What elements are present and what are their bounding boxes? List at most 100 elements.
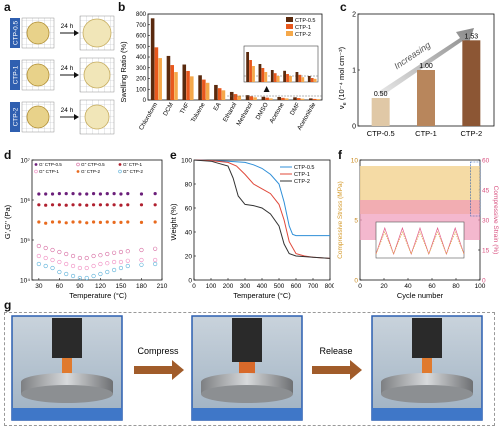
chart-b-bar-ctp-1-thf: [186, 70, 190, 100]
chart-b-inset-frame: [243, 45, 319, 83]
chart-e-frame: [193, 159, 331, 281]
release-arrow-shaft: [312, 366, 350, 374]
chart-c-xtick-label: CTP-0.5: [367, 129, 395, 138]
chart-b-xtick-label: DMF: [289, 101, 302, 116]
chart-b-bar-ctp-1-methanol: [249, 96, 254, 100]
chart-b-inset-bar: [313, 78, 317, 82]
chart-d-point-4: [119, 220, 123, 224]
chart-d-point-1: [153, 246, 158, 251]
chart-d-point-1: [57, 249, 62, 255]
chart-c-value-label: 1.53: [465, 33, 479, 40]
chart-e-xtick-label: 0: [192, 283, 196, 290]
chart-d-ytick-label: 10⁶: [20, 198, 30, 205]
chart-b-ytick-label: 100: [136, 87, 147, 93]
chart-f-ytick-right-label: 60: [482, 158, 490, 165]
chart-d-point-5: [112, 267, 117, 273]
chart-d-ylabel: G',G'' (Pa): [3, 204, 12, 239]
chart-d-point-4: [98, 220, 103, 224]
release-label: Release: [319, 346, 352, 356]
chart-f-ytick-left-label: 0: [354, 278, 358, 285]
chart-d-point-3: [50, 257, 55, 263]
chart-d-point-1: [125, 249, 130, 254]
chart-f-xtick-label: 40: [404, 283, 412, 290]
panel-a-svg: CTP-0.5 CTP-1 CTP-2 24 h 24 h 24 h: [10, 15, 115, 135]
sample-label-bg-1: [10, 18, 20, 48]
chart-d-point-3: [43, 255, 48, 261]
chart-d-point-1: [112, 250, 117, 255]
chart-d-point-3: [112, 259, 117, 265]
chart-d-point-0: [139, 192, 144, 196]
chart-d-point-5: [64, 271, 69, 277]
chart-d-point-0: [153, 192, 157, 196]
chart-d-point-4: [64, 221, 68, 225]
gel-disc-after-1: [82, 18, 112, 48]
chart-d-legend-label: G' CTP-2: [81, 169, 100, 174]
chart-d-point-4: [139, 220, 144, 224]
chart-b-bar-ctp-0.5-thf: [182, 64, 187, 100]
chart-d-point-0: [85, 192, 89, 196]
chart-f-xtick-label: 100: [475, 283, 486, 290]
chart-b-inset-bar: [249, 60, 252, 82]
chart-b-inset-bar: [310, 78, 314, 82]
chart-d-point-3: [125, 258, 130, 263]
chart-b-bar-ctp-0.5-toluene: [198, 75, 202, 100]
chart-b-xtick-label: Acetone: [268, 101, 286, 125]
panel-label-b: b: [118, 0, 126, 14]
chart-f-xtick-label: 60: [428, 283, 436, 290]
sample-label-2: CTP-1: [13, 65, 20, 84]
chart-e-xtick-label: 500: [274, 283, 285, 290]
arrow-head-1: [74, 30, 79, 36]
chart-d-point-2: [57, 203, 61, 207]
chart-d-point-2: [85, 203, 89, 207]
chart-e-ylabel: Weight (%): [169, 203, 178, 240]
chart-c-xtick-label: CTP-1: [415, 129, 437, 138]
chart-e-legend-label: CTP-0.5: [294, 165, 314, 171]
panel-label-g: g: [4, 298, 12, 312]
chart-d-legend-marker: [34, 169, 38, 174]
chart-f-ytick-left-label: 10: [351, 158, 359, 165]
chart-b-bar-ctp-1-chloroform: [154, 47, 159, 100]
chart-d-point-3: [77, 265, 82, 271]
chart-d-point-3: [105, 261, 110, 266]
sample-cylinder: [62, 358, 72, 374]
chart-b-xtick-label: Methanol: [235, 102, 254, 128]
photo-compressed: [191, 315, 303, 421]
arrow-head-2: [74, 72, 79, 78]
chart-d-point-0: [126, 192, 130, 196]
chart-b-inset-bar: [261, 68, 265, 82]
chart-b-ytick-label: 0: [143, 98, 147, 104]
chart-b-inset-bar: [301, 77, 305, 82]
chart-d-point-2: [37, 203, 41, 207]
chart-d-point-2: [112, 203, 116, 207]
arrow-text-1: 24 h: [61, 23, 74, 30]
chart-d-point-1: [118, 249, 124, 255]
chart-d-point-4: [153, 220, 157, 224]
chart-e-line-ctp-0.5: [193, 159, 330, 237]
chart-b-bar-ctp-2-chloroform: [158, 58, 162, 100]
chart-f-ytick-right-label: 30: [482, 218, 490, 225]
chart-d-ytick-label: 10⁴: [20, 278, 30, 285]
chart-d-point-3: [139, 257, 144, 263]
chart-d-point-1: [43, 245, 48, 251]
chart-b-bar-ctp-0.5-chloroform: [150, 18, 155, 100]
chart-b-legend-swatch: [286, 24, 293, 29]
chart-d-legend-label: G'' CTP-0.5: [81, 162, 105, 167]
gel-disc-after-2: [83, 61, 111, 89]
arrow-head-3: [74, 114, 79, 120]
chart-b-bar-ctp-0.5-acetone: [277, 96, 281, 100]
chart-b-inset-bar: [295, 72, 299, 82]
chart-b-xtick-label: Toluene: [190, 101, 207, 124]
chart-d-point-5: [98, 271, 103, 277]
chart-f-ylabel-left: Compressive Stress (MPa): [337, 181, 344, 259]
chart-d-point-2: [71, 203, 75, 207]
chart-b-xtick-label: DCM: [162, 102, 175, 118]
chart-d-point-2: [126, 203, 130, 207]
chart-d-point-5: [153, 261, 158, 267]
chart-c-ytick-label: 0: [352, 124, 356, 131]
chart-e-ytick-label: 80: [185, 182, 193, 189]
gel-disc-before-3: [26, 105, 50, 129]
photo-initial: [11, 315, 123, 421]
chart-b-inset-bar: [264, 72, 268, 82]
chart-e-ytick-label: 0: [188, 278, 192, 285]
compress-arrow-shaft: [134, 366, 172, 374]
